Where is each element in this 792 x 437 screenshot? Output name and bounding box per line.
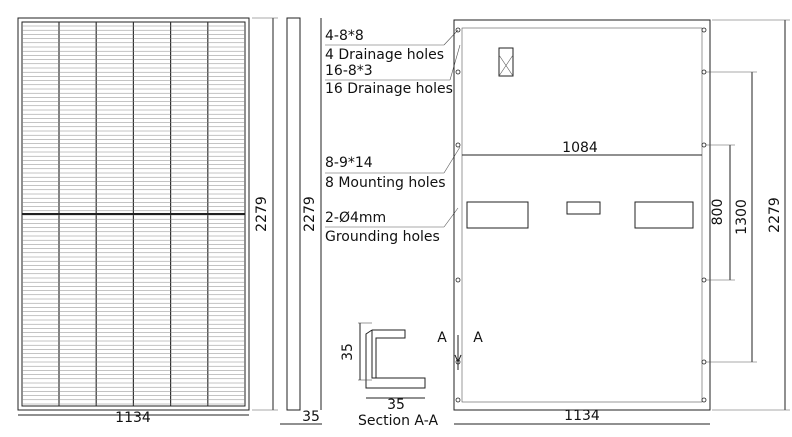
section-marker: A xyxy=(473,330,483,346)
dim-label: 1134 xyxy=(564,408,600,424)
hole xyxy=(701,27,707,33)
front-frame xyxy=(17,17,250,411)
callout-spec: 8-9*14 xyxy=(325,155,373,171)
dim-label: 2279 xyxy=(302,196,318,232)
label-cross xyxy=(498,54,514,77)
callout-spec: 16-8*3 xyxy=(325,63,373,79)
dim-label: 35 xyxy=(340,343,356,361)
front-view xyxy=(17,17,250,411)
leaders xyxy=(325,29,461,228)
junction-box xyxy=(466,201,529,229)
dim-label: 800 xyxy=(710,199,726,226)
ext-lines xyxy=(705,19,790,411)
callout-label: 8 Mounting holes xyxy=(325,175,446,191)
hole xyxy=(455,142,461,148)
dim-label: 1084 xyxy=(562,140,598,156)
callout-label: 4 Drainage holes xyxy=(325,47,444,63)
section-profile xyxy=(365,329,426,389)
section-title: Section A-A xyxy=(358,413,438,429)
hole xyxy=(701,397,707,403)
label-box xyxy=(498,47,514,77)
dim-label: 2279 xyxy=(254,196,270,232)
section-arrow xyxy=(454,354,462,364)
junction-box xyxy=(634,201,694,229)
holes xyxy=(455,27,707,403)
callout-spec: 2-Ø4mm xyxy=(325,210,386,226)
back-frame xyxy=(453,19,711,411)
hole xyxy=(455,69,461,75)
dim-label: 35 xyxy=(387,397,405,413)
junction-box xyxy=(566,201,601,215)
dim-label: 35 xyxy=(302,409,320,425)
hole xyxy=(455,277,461,283)
hole xyxy=(455,27,461,33)
side-view xyxy=(286,17,301,411)
dim-label: 2279 xyxy=(767,197,783,233)
section-marker: A xyxy=(437,330,447,346)
dim-label: 1300 xyxy=(734,199,750,235)
callout-label: Grounding holes xyxy=(325,229,440,245)
callout-label: 16 Drainage holes xyxy=(325,81,453,97)
back-inner xyxy=(461,27,703,403)
hole xyxy=(455,397,461,403)
callout-spec: 4-8*8 xyxy=(325,28,364,44)
dim-label: 1134 xyxy=(115,410,151,426)
